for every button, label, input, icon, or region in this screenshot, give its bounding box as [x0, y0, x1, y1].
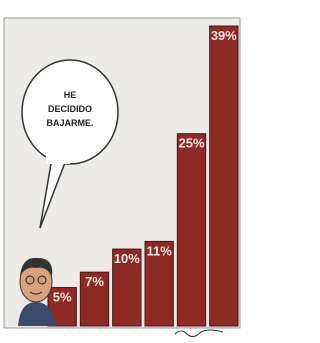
value-label: 10% — [114, 251, 140, 266]
character — [18, 258, 56, 326]
value-label: 25% — [178, 136, 204, 151]
speech-line: DECIDIDO — [48, 104, 92, 114]
signature — [175, 330, 223, 337]
speech-line: HE — [64, 90, 77, 100]
value-label: 5% — [53, 290, 72, 305]
cartoon: 5% 7% 10% 11% 25% 39% HE DECIDIDO BAJARME. — [0, 0, 242, 343]
value-label: 7% — [85, 274, 104, 289]
bar — [210, 26, 238, 326]
tail-join — [46, 156, 70, 164]
speech-line: BAJARME. — [46, 118, 93, 128]
header-strip — [0, 0, 242, 16]
value-label: 39% — [211, 28, 237, 43]
page: {"chart_data": {"type": "bar", "categori… — [0, 0, 242, 343]
bar — [177, 134, 205, 326]
value-label: 11% — [147, 243, 173, 258]
